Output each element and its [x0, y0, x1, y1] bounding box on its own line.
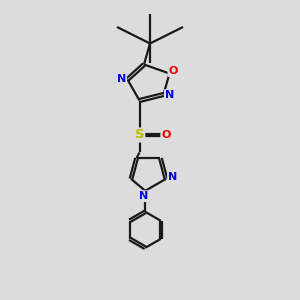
Text: N: N	[165, 90, 174, 100]
Text: S: S	[135, 128, 144, 142]
Text: O: O	[168, 66, 178, 76]
Text: O: O	[161, 130, 171, 140]
Text: N: N	[139, 191, 148, 201]
Text: N: N	[117, 74, 126, 84]
Text: N: N	[168, 172, 177, 182]
